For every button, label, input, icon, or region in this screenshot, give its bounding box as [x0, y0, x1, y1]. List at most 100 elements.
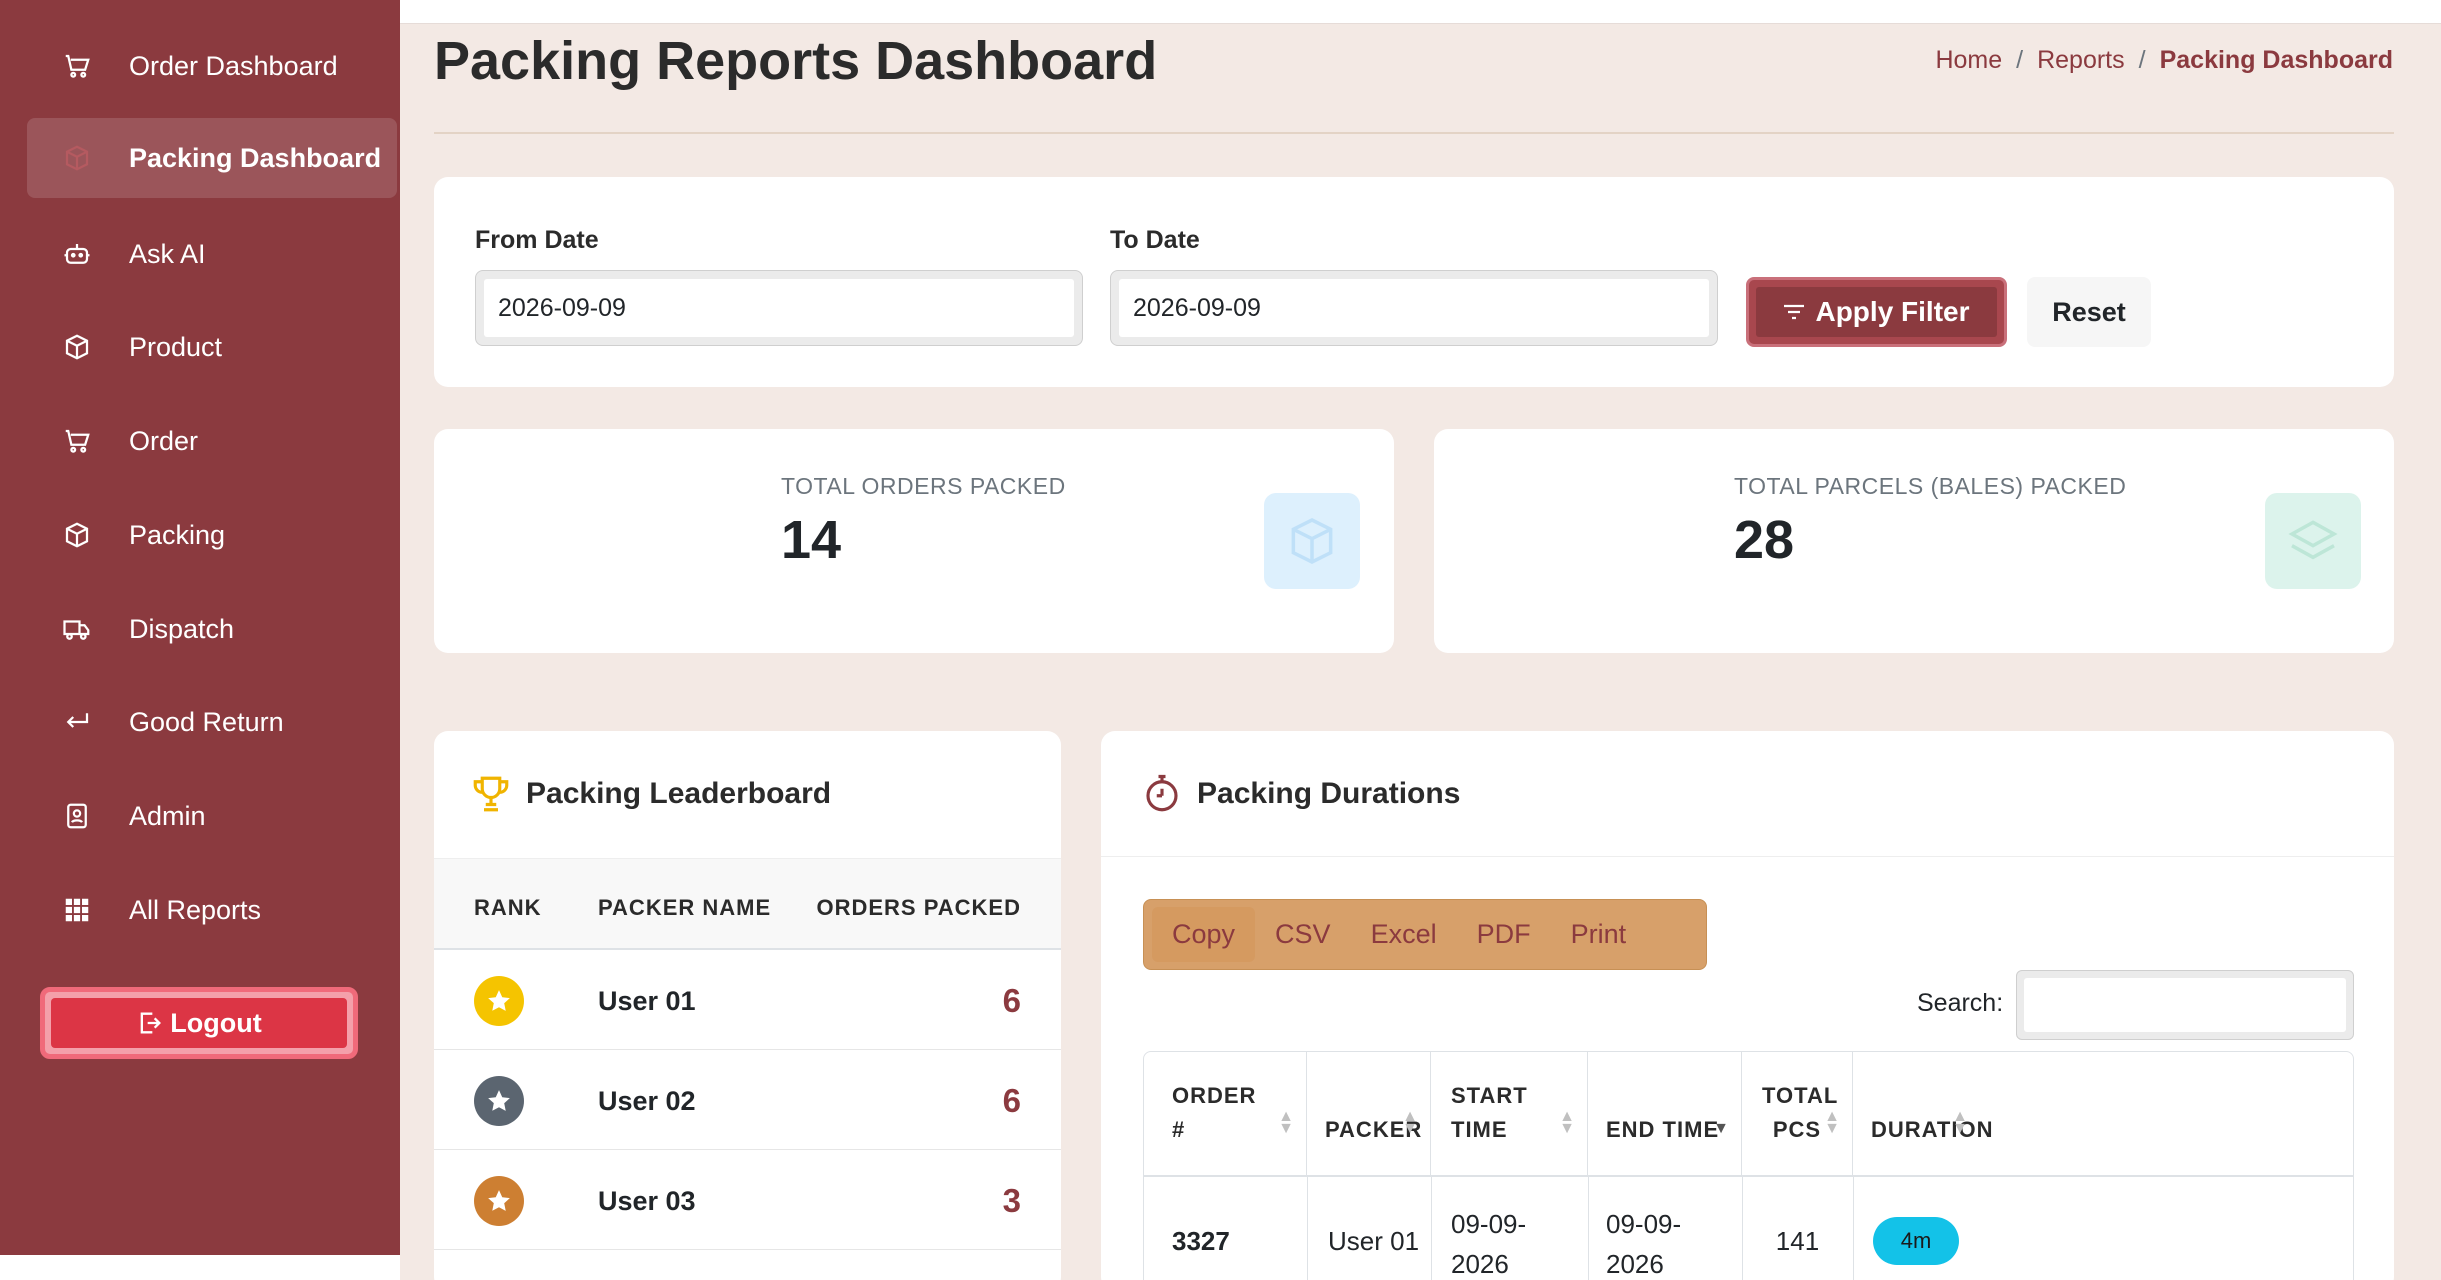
sort-icon[interactable]: ▲ ▼ [1278, 1108, 1294, 1137]
excel-button[interactable]: Excel [1370, 919, 1437, 949]
stat-label: TOTAL ORDERS PACKED [781, 473, 1066, 499]
apply-filter-button[interactable]: Apply Filter [1756, 287, 1997, 337]
trophy-icon [473, 776, 509, 812]
stat-card-orders: TOTAL ORDERS PACKED 14 [434, 429, 1394, 653]
sort-icon[interactable]: ▲ ▼ [1824, 1108, 1840, 1137]
stat-label: TOTAL PARCELS (BALES) PACKED [1734, 473, 2127, 499]
breadcrumb: Home / Reports / Packing Dashboard [1935, 46, 2393, 75]
sidebar-item-label: Ask AI [129, 238, 206, 269]
apply-filter-wrapper: Apply Filter [1746, 277, 2007, 347]
box-icon [57, 138, 97, 178]
table-row: User 01 6 [434, 950, 1061, 1050]
breadcrumb-reports[interactable]: Reports [2037, 46, 2125, 74]
breadcrumb-current: Packing Dashboard [2159, 46, 2393, 74]
logout-label: Logout [170, 1007, 262, 1038]
leaderboard-title-text: Packing Leaderboard [526, 777, 832, 810]
orders-packed: 6 [1002, 1082, 1021, 1119]
search-input-field[interactable] [2024, 978, 2346, 1032]
column-order[interactable]: ORDER # ▲ ▼ [1144, 1052, 1307, 1175]
pdf-button[interactable]: PDF [1476, 919, 1531, 949]
csv-button[interactable]: CSV [1275, 919, 1331, 949]
to-date-input[interactable]: 2026-09-09 [1110, 270, 1718, 346]
logout-icon [140, 1012, 162, 1034]
total-pcs: 141 [1775, 1226, 1820, 1256]
filter-icon [1784, 304, 1805, 320]
from-date-input[interactable]: 2026-09-09 [475, 270, 1083, 346]
sidebar-item-packing-dashboard[interactable]: Packing Dashboard [27, 118, 397, 198]
sidebar-item-order-dashboard[interactable]: Order Dashboard [27, 26, 397, 106]
cart-icon [57, 46, 97, 86]
stopwatch-icon [1146, 774, 1178, 812]
sidebar-item-label: Order Dashboard [129, 50, 338, 81]
column-header: TOTAL PCS [1762, 1083, 1839, 1142]
column-header: PACKER [1325, 1117, 1423, 1142]
column-start-time[interactable]: START TIME ▲ ▼ [1431, 1052, 1588, 1175]
column-header: START TIME [1451, 1083, 1528, 1142]
copy-button[interactable]: Copy [1152, 907, 1256, 962]
export-button-group: Copy CSV Excel PDF Print [1143, 899, 1707, 970]
durations-title: Packing Durations [1141, 773, 1460, 815]
column-duration[interactable]: DURATION ▲ ▼ [1853, 1052, 1992, 1175]
bronze-medal-icon [474, 1176, 524, 1226]
col-divider [1307, 1177, 1308, 1280]
sidebar-item-packing[interactable]: Packing [27, 495, 397, 575]
sidebar-item-admin[interactable]: Admin [27, 776, 397, 856]
return-arrow-icon [57, 702, 97, 742]
sort-icon[interactable]: ▲ ▼ [1559, 1108, 1575, 1137]
column-header: ORDER # [1172, 1083, 1257, 1142]
sort-icon[interactable]: ▲ ▼ [1952, 1108, 1968, 1137]
sort-desc-icon[interactable]: ▼ [1713, 1120, 1729, 1137]
leaderboard-header: RANK PACKER NAME ORDERS PACKED [434, 858, 1061, 950]
to-date-label: To Date [1110, 226, 1200, 254]
sort-icon[interactable]: ▲ ▼ [1402, 1108, 1418, 1137]
col-divider [1742, 1177, 1743, 1280]
reset-button[interactable]: Reset [2027, 277, 2151, 347]
sidebar-item-order[interactable]: Order [27, 401, 397, 481]
print-button[interactable]: Print [1570, 919, 1627, 949]
apply-filter-label: Apply Filter [1815, 296, 1970, 327]
leaderboard-card: Packing Leaderboard RANK PACKER NAME ORD… [434, 731, 1061, 1280]
column-header: RANK [474, 895, 542, 920]
order-number: 3327 [1172, 1226, 1230, 1256]
sidebar-item-label: Packing Dashboard [129, 142, 382, 173]
breadcrumb-separator: / [2016, 46, 2024, 74]
sidebar-footer [0, 1255, 400, 1280]
end-time: 09-09-2026 16:27 PM [1606, 1209, 1682, 1279]
durations-card: Packing Durations Copy CSV Excel PDF Pri… [1101, 731, 2394, 1280]
sidebar-item-label: Dispatch [129, 613, 235, 644]
col-divider [1588, 1177, 1589, 1280]
sidebar-item-dispatch[interactable]: Dispatch [27, 589, 397, 669]
box-icon [1264, 493, 1360, 589]
stat-value: 14 [781, 510, 842, 570]
sidebar-item-good-return[interactable]: Good Return [27, 682, 397, 762]
table-row: User 02 6 [434, 1050, 1061, 1150]
sidebar-item-label: Good Return [129, 706, 284, 737]
cart-icon [57, 421, 97, 461]
page-title: Packing Reports Dashboard [434, 31, 1158, 91]
sidebar-item-ask-ai[interactable]: Ask AI [27, 214, 397, 294]
from-date-value: 2026-09-09 [484, 279, 1074, 337]
table-row: User 03 3 [434, 1150, 1061, 1250]
column-header: END TIME [1606, 1117, 1720, 1142]
from-date-label: From Date [475, 226, 599, 254]
top-bar [400, 0, 2441, 24]
column-header: ORDERS PACKED [816, 895, 1021, 920]
packer-name: User 02 [598, 1086, 696, 1116]
breadcrumb-home[interactable]: Home [1935, 46, 2003, 74]
sidebar: Order Dashboard Packing Dashboard Ask AI… [0, 0, 400, 1255]
start-time: 09-09-2026 16:23 PM [1451, 1209, 1527, 1279]
column-header: PACKER NAME [598, 895, 772, 920]
sidebar-item-product[interactable]: Product [27, 307, 397, 387]
sidebar-item-label: All Reports [129, 894, 262, 925]
column-packer[interactable]: PACKER ▲ ▼ [1307, 1052, 1431, 1175]
search-input[interactable] [2016, 970, 2354, 1040]
durations-table: ORDER # ▲ ▼ PACKER ▲ ▼ START TIME ▲ ▼ END T… [1143, 1051, 2354, 1280]
gold-medal-icon [474, 976, 524, 1026]
column-total-pcs[interactable]: TOTAL PCS ▲ ▼ [1742, 1052, 1853, 1175]
sidebar-item-all-reports[interactable]: All Reports [27, 870, 397, 950]
col-divider [1853, 1177, 1854, 1280]
header-divider [434, 132, 2394, 134]
column-end-time[interactable]: END TIME ▼ [1588, 1052, 1742, 1175]
logout-button[interactable]: Logout [51, 998, 347, 1048]
sidebar-item-label: Order [129, 425, 199, 456]
